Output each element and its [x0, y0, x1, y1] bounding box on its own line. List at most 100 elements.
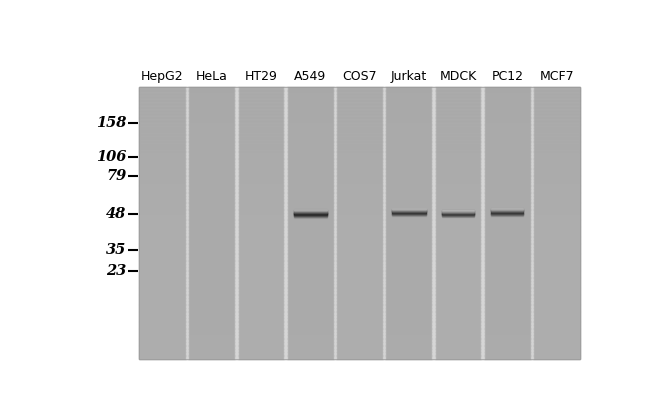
Bar [336, 158, 383, 162]
Bar [188, 199, 235, 203]
Bar [484, 311, 530, 315]
Bar [336, 308, 383, 311]
Bar [238, 135, 285, 138]
Bar [188, 352, 235, 356]
Bar [188, 100, 235, 104]
Bar [238, 355, 285, 359]
Bar [188, 175, 235, 179]
Bar [188, 135, 235, 138]
Bar [139, 189, 186, 193]
Bar [533, 189, 580, 193]
Bar [139, 162, 186, 166]
Bar [188, 294, 235, 298]
Bar [188, 104, 235, 107]
Bar [238, 335, 285, 339]
Bar [238, 178, 285, 182]
Bar [238, 87, 285, 91]
Bar [139, 260, 186, 264]
Bar [139, 229, 186, 233]
Bar [385, 165, 432, 169]
Bar [533, 277, 580, 281]
Bar [235, 87, 238, 359]
Bar [139, 223, 186, 227]
Bar [385, 339, 432, 342]
Bar [238, 206, 285, 209]
Bar [484, 342, 530, 346]
Bar [484, 206, 530, 209]
Bar [287, 100, 333, 104]
Bar [336, 178, 383, 182]
Bar [238, 277, 285, 281]
Bar [435, 240, 482, 244]
Bar [287, 175, 333, 179]
Bar [139, 186, 186, 189]
Bar [188, 148, 235, 152]
Bar [385, 250, 432, 254]
Bar [287, 264, 333, 268]
Bar [435, 274, 482, 278]
Bar [287, 342, 333, 346]
Bar [435, 104, 482, 107]
Bar [435, 311, 482, 315]
Bar [287, 240, 333, 244]
Bar [484, 162, 530, 166]
Bar [484, 148, 530, 152]
Bar [336, 90, 383, 94]
Bar [484, 250, 530, 254]
Bar [336, 127, 383, 131]
Bar [484, 226, 530, 230]
Bar [238, 114, 285, 118]
Bar [533, 247, 580, 250]
Bar [336, 288, 383, 291]
Bar [435, 247, 482, 250]
Bar [385, 270, 432, 274]
Bar [484, 349, 530, 352]
Bar [484, 107, 530, 111]
Text: Jurkat: Jurkat [391, 70, 427, 83]
Bar [336, 124, 383, 128]
Bar [385, 298, 432, 301]
Bar [139, 94, 186, 97]
Bar [139, 90, 186, 94]
Bar [435, 301, 482, 305]
Bar [484, 288, 530, 291]
Bar [533, 243, 580, 247]
Bar [533, 162, 580, 166]
Text: 23: 23 [107, 264, 127, 278]
Bar [238, 104, 285, 107]
Bar [336, 355, 383, 359]
Bar [186, 87, 188, 359]
Bar [287, 257, 333, 260]
Bar [484, 97, 530, 101]
Bar [435, 178, 482, 182]
Bar [188, 216, 235, 220]
Bar [385, 162, 432, 166]
Bar [533, 308, 580, 311]
Bar [238, 189, 285, 193]
Bar [188, 315, 235, 319]
Bar [533, 229, 580, 233]
Bar [385, 226, 432, 230]
Bar [484, 175, 530, 179]
Bar [139, 199, 186, 203]
Bar [484, 117, 530, 121]
Bar [484, 321, 530, 325]
Bar [435, 216, 482, 220]
Bar [188, 291, 235, 295]
Bar [484, 355, 530, 359]
Bar [533, 155, 580, 158]
Bar [287, 189, 333, 193]
Bar [435, 127, 482, 131]
Bar [484, 284, 530, 288]
Bar [287, 178, 333, 182]
Bar [139, 172, 186, 176]
Bar [385, 311, 432, 315]
Bar [287, 138, 333, 142]
Bar [287, 121, 333, 125]
Bar [484, 111, 530, 115]
Bar [336, 121, 383, 125]
Bar [435, 318, 482, 322]
Bar [238, 250, 285, 254]
Bar [238, 111, 285, 115]
Bar [139, 270, 186, 274]
